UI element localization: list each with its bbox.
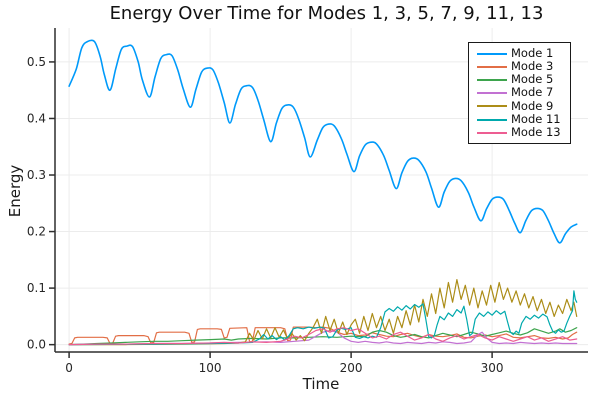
y-tick-label: 0.5 [27,55,46,69]
legend-line-sample [477,92,507,95]
legend-line-sample [477,78,507,81]
series-line-mode-1 [68,39,578,244]
legend-item-mode-7: Mode 7 [477,87,568,100]
series-line-mode-13 [68,327,578,346]
series-line-mode-7 [68,329,578,346]
legend-item-mode-3: Mode 3 [477,60,568,73]
legend-line-sample [477,131,507,134]
legend-line-sample [477,52,507,55]
legend-label: Mode 7 [511,85,554,100]
x-tick-label: 300 [481,361,504,375]
legend-item-mode-5: Mode 5 [477,73,568,86]
x-tick-label: 0 [65,361,73,375]
legend-line-sample [477,105,507,108]
legend-label: Mode 5 [511,72,554,87]
legend-item-mode-13: Mode 13 [477,126,568,139]
chart-title: Energy Over Time for Modes 1, 3, 5, 7, 9… [109,3,544,24]
series-line-mode-11 [68,290,578,346]
legend-line-sample [477,65,507,68]
legend-label: Mode 13 [511,124,561,139]
tick-labels: 0 100 200 300 0.0 0.1 0.2 0.3 0.4 0.5 [27,55,504,375]
y-tick-label: 0.1 [27,281,46,295]
legend-item-mode-11: Mode 11 [477,113,568,126]
y-tick-label: 0.0 [27,338,46,352]
y-tick-label: 0.3 [27,168,46,182]
legend-label: Mode 1 [511,45,554,60]
x-tick-label: 200 [340,361,363,375]
y-tick-label: 0.2 [27,225,46,239]
y-axis-label: Energy [6,164,24,218]
axes-spines [49,28,588,358]
legend-label: Mode 11 [511,111,561,126]
series-lines [68,39,578,346]
x-axis-label: Time [302,375,340,393]
y-tick-label: 0.4 [27,111,46,125]
legend: Mode 1 Mode 3 Mode 5 Mode 7 Mode 9 Mode 11 Mod… [468,42,571,145]
legend-item-mode-1: Mode 1 [477,47,568,60]
legend-label: Mode 9 [511,98,554,113]
legend-item-mode-9: Mode 9 [477,100,568,113]
series-line-mode-5 [68,327,578,346]
series-line-mode-9 [68,279,578,346]
legend-line-sample [477,118,507,121]
x-tick-label: 100 [199,361,222,375]
legend-label: Mode 3 [511,59,554,74]
